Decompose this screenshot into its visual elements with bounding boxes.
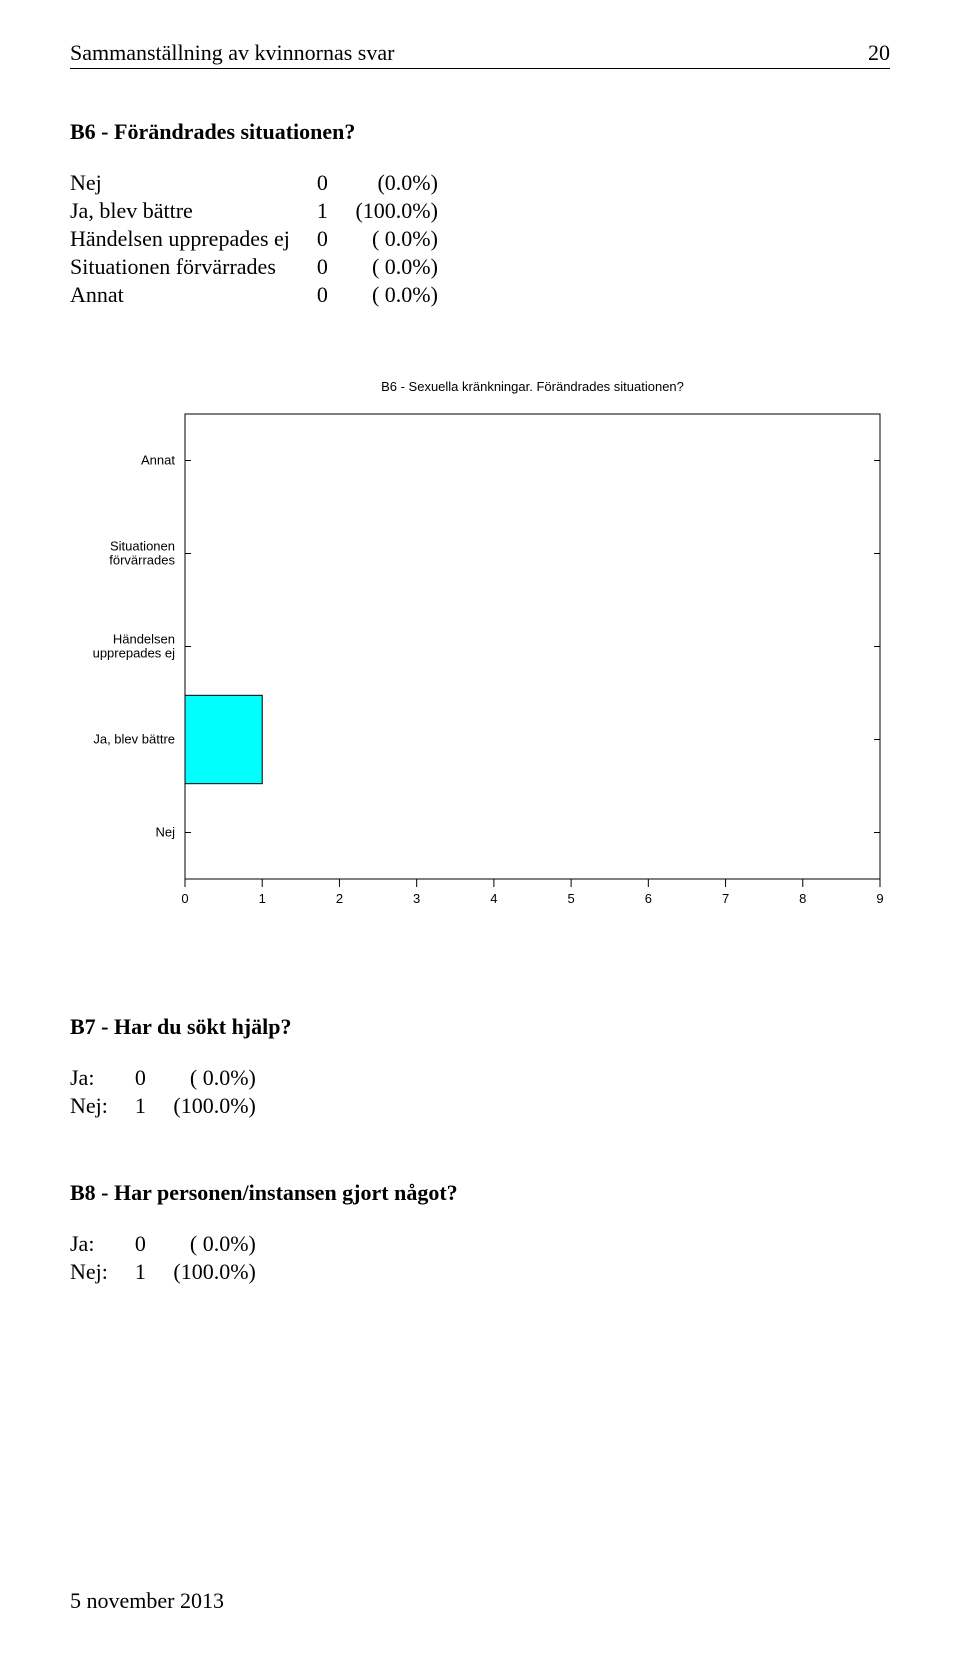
table-row: Ja: 0 ( 0.0%) bbox=[70, 1230, 256, 1258]
table-row: Händelsen upprepades ej 0 ( 0.0%) bbox=[70, 225, 438, 253]
row-pct: (100.0%) bbox=[348, 197, 438, 225]
footer-date: 5 november 2013 bbox=[70, 1588, 224, 1614]
row-count: 0 bbox=[126, 1064, 166, 1092]
row-pct: ( 0.0%) bbox=[348, 281, 438, 309]
row-pct: ( 0.0%) bbox=[348, 225, 438, 253]
svg-text:Annat: Annat bbox=[141, 453, 175, 468]
svg-text:2: 2 bbox=[336, 891, 343, 906]
section-b6-table: Nej 0 (0.0%) Ja, blev bättre 1 (100.0%) … bbox=[70, 169, 438, 309]
row-label: Nej bbox=[70, 169, 308, 197]
table-row: Nej: 1 (100.0%) bbox=[70, 1258, 256, 1286]
svg-text:Händelsen: Händelsen bbox=[113, 632, 175, 647]
header-left: Sammanställning av kvinnornas svar bbox=[70, 40, 394, 66]
row-label: Ja: bbox=[70, 1064, 126, 1092]
row-label: Situationen förvärrades bbox=[70, 253, 308, 281]
header-page-number: 20 bbox=[868, 40, 890, 66]
row-count: 0 bbox=[126, 1230, 166, 1258]
row-label: Annat bbox=[70, 281, 308, 309]
row-label: Ja, blev bättre bbox=[70, 197, 308, 225]
row-label: Händelsen upprepades ej bbox=[70, 225, 308, 253]
section-b8-title: B8 - Har personen/instansen gjort något? bbox=[70, 1180, 890, 1206]
table-row: Nej 0 (0.0%) bbox=[70, 169, 438, 197]
svg-text:B6 - Sexuella kränkningar. För: B6 - Sexuella kränkningar. Förändrades s… bbox=[381, 379, 684, 394]
svg-text:Ja, blev bättre: Ja, blev bättre bbox=[93, 732, 175, 747]
row-count: 0 bbox=[308, 253, 348, 281]
section-b8-table: Ja: 0 ( 0.0%) Nej: 1 (100.0%) bbox=[70, 1230, 256, 1286]
row-count: 0 bbox=[308, 225, 348, 253]
row-count: 1 bbox=[126, 1258, 166, 1286]
table-row: Ja: 0 ( 0.0%) bbox=[70, 1064, 256, 1092]
svg-text:5: 5 bbox=[567, 891, 574, 906]
table-row: Ja, blev bättre 1 (100.0%) bbox=[70, 197, 438, 225]
chart-b6: B6 - Sexuella kränkningar. Förändrades s… bbox=[60, 369, 890, 934]
section-b7-title: B7 - Har du sökt hjälp? bbox=[70, 1014, 890, 1040]
chart-b6-svg: B6 - Sexuella kränkningar. Förändrades s… bbox=[60, 369, 890, 929]
svg-text:1: 1 bbox=[259, 891, 266, 906]
row-label: Nej: bbox=[70, 1258, 126, 1286]
svg-text:6: 6 bbox=[645, 891, 652, 906]
svg-text:9: 9 bbox=[876, 891, 883, 906]
row-count: 0 bbox=[308, 281, 348, 309]
svg-text:7: 7 bbox=[722, 891, 729, 906]
table-row: Nej: 1 (100.0%) bbox=[70, 1092, 256, 1120]
row-pct: ( 0.0%) bbox=[166, 1230, 256, 1258]
row-pct: ( 0.0%) bbox=[348, 253, 438, 281]
row-label: Nej: bbox=[70, 1092, 126, 1120]
svg-text:förvärrades: förvärrades bbox=[109, 553, 175, 568]
svg-text:8: 8 bbox=[799, 891, 806, 906]
row-pct: (100.0%) bbox=[166, 1258, 256, 1286]
row-pct: ( 0.0%) bbox=[166, 1064, 256, 1092]
svg-text:3: 3 bbox=[413, 891, 420, 906]
row-pct: (0.0%) bbox=[348, 169, 438, 197]
table-row: Situationen förvärrades 0 ( 0.0%) bbox=[70, 253, 438, 281]
row-count: 0 bbox=[308, 169, 348, 197]
table-row: Annat 0 ( 0.0%) bbox=[70, 281, 438, 309]
svg-text:upprepades ej: upprepades ej bbox=[93, 646, 176, 661]
row-count: 1 bbox=[126, 1092, 166, 1120]
svg-text:Situationen: Situationen bbox=[110, 539, 175, 554]
section-b7-table: Ja: 0 ( 0.0%) Nej: 1 (100.0%) bbox=[70, 1064, 256, 1120]
svg-text:Nej: Nej bbox=[155, 825, 175, 840]
page-header: Sammanställning av kvinnornas svar 20 bbox=[70, 40, 890, 69]
svg-text:4: 4 bbox=[490, 891, 497, 906]
row-label: Ja: bbox=[70, 1230, 126, 1258]
section-b6-title: B6 - Förändrades situationen? bbox=[70, 119, 890, 145]
row-count: 1 bbox=[308, 197, 348, 225]
svg-text:0: 0 bbox=[181, 891, 188, 906]
row-pct: (100.0%) bbox=[166, 1092, 256, 1120]
